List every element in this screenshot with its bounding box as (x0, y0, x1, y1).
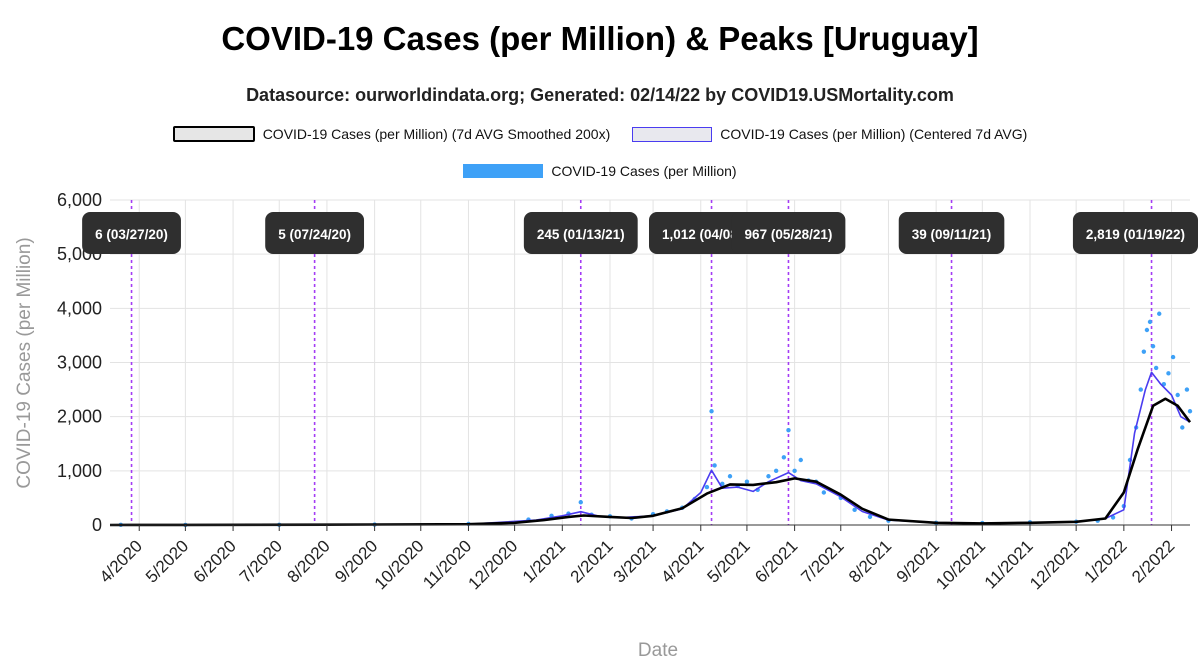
peak-annotation-label: 6 (03/27/20) (95, 227, 168, 242)
x-tick-label: 8/2020 (284, 536, 334, 586)
x-tick-label: 2/2021 (567, 536, 617, 586)
peak-annotation-box (731, 212, 846, 254)
raw-point (1157, 311, 1162, 316)
x-tick-label: 2/2022 (1128, 536, 1178, 586)
x-tick-label: 7/2021 (797, 536, 847, 586)
raw-point (1180, 425, 1185, 430)
raw-point (1141, 349, 1147, 354)
peak-annotation-label: 2,819 (01/19/22) (1086, 227, 1185, 242)
y-tick-label: 4,000 (57, 298, 102, 318)
x-axis-title: Date (638, 640, 678, 661)
peak-annotation-box (898, 212, 1005, 254)
legend-label-avg: COVID-19 Cases (per Million) (Centered 7… (720, 126, 1028, 142)
raw-point (867, 514, 873, 520)
legend-row-1: COVID-19 Cases (per Million) (7d AVG Smo… (0, 126, 1200, 142)
raw-point (1138, 387, 1143, 392)
legend-swatch-avg (632, 126, 713, 142)
y-tick-label: 0 (92, 515, 102, 535)
raw-point (1144, 327, 1150, 333)
peak-annotation-box (1072, 212, 1198, 254)
raw-point (1153, 365, 1159, 371)
x-tick-label: 4/2020 (96, 536, 146, 586)
peak-annotation: 967 (05/28/21) (731, 212, 846, 254)
smoothed-line (109, 397, 1192, 527)
raw-point (1184, 387, 1190, 392)
raw-point (712, 463, 717, 468)
raw-point (704, 484, 710, 490)
legend-swatch-raw (463, 164, 544, 178)
raw-point (766, 474, 771, 479)
legend-label-raw: COVID-19 Cases (per Million) (551, 163, 737, 179)
x-tick-label: 4/2021 (657, 536, 707, 586)
peak-annotation: 6 (03/27/20) (82, 212, 181, 254)
peak-annotation-label: 967 (05/28/21) (745, 227, 833, 242)
x-tick-label: 5/2021 (704, 536, 754, 586)
x-tick-label: 11/2020 (419, 536, 475, 592)
raw-point (852, 507, 857, 513)
chart-title: COVID-19 Cases (per Million) & Peaks [Ur… (221, 20, 979, 57)
x-tick-label: 12/2021 (1026, 536, 1083, 593)
raw-point (1170, 354, 1176, 360)
raw-point (727, 474, 733, 479)
raw-point (1110, 515, 1116, 520)
peak-annotation: 245 (01/13/21) (523, 212, 638, 254)
legend-item-raw[interactable]: COVID-19 Cases (per Million) (463, 163, 737, 179)
x-tick-label: 1/2022 (1080, 536, 1130, 586)
legend-item-smooth[interactable]: COVID-19 Cases (per Million) (7d AVG Smo… (172, 126, 611, 142)
peak-annotation: 39 (09/11/21) (898, 212, 1005, 254)
raw-point (798, 457, 803, 463)
raw-point (1175, 392, 1180, 398)
raw-point (709, 409, 714, 414)
peak-annotation-box (82, 212, 181, 254)
raw-point (1150, 344, 1156, 349)
peak-annotation-label: 5 (07/24/20) (278, 227, 351, 242)
centered-avg-line (109, 371, 1191, 526)
x-tick-label: 10/2021 (932, 536, 989, 593)
legend-item-avg[interactable]: COVID-19 Cases (per Million) (Centered 7… (632, 126, 1027, 142)
x-tick-label: 12/2020 (465, 536, 522, 593)
legend-row-2: COVID-19 Cases (per Million) (0, 163, 1200, 179)
x-tick-label: 5/2020 (142, 536, 192, 586)
x-tick-label: 6/2021 (751, 536, 801, 586)
y-tick-label: 6,000 (57, 190, 102, 210)
raw-point (781, 455, 787, 460)
y-tick-label: 2,000 (57, 407, 102, 427)
peak-annotation: 5 (07/24/20) (265, 212, 365, 254)
legend-swatch-smooth (172, 126, 255, 142)
x-tick-label: 7/2020 (236, 536, 286, 586)
peak-annotation-label: 39 (09/11/21) (912, 227, 992, 242)
y-tick-label: 3,000 (57, 353, 102, 373)
peak-annotation-label: 245 (01/13/21) (537, 227, 625, 242)
x-tick-label: 11/2021 (981, 536, 1037, 592)
x-tick-label: 10/2020 (371, 536, 428, 593)
y-tick-label: 1,000 (57, 461, 102, 481)
raw-point (786, 428, 791, 433)
raw-point (792, 468, 797, 474)
raw-point (744, 479, 750, 484)
x-tick-label: 8/2021 (845, 536, 895, 586)
y-axis-title: COVID-19 Cases (per Million) (14, 237, 35, 488)
raw-point (773, 468, 779, 474)
raw-point (1166, 371, 1171, 376)
raw-point (821, 490, 827, 495)
raw-point (1187, 409, 1193, 414)
raw-point (578, 500, 583, 505)
x-tick-label: 6/2020 (190, 536, 240, 586)
peak-annotation: 2,819 (01/19/22) (1072, 212, 1198, 254)
raw-point (1147, 319, 1153, 325)
legend-label-smooth: COVID-19 Cases (per Million) (7d AVG Smo… (262, 126, 611, 142)
chart-subtitle: Datasource: ourworldindata.org; Generate… (246, 85, 954, 105)
x-tick-label: 3/2021 (610, 536, 660, 586)
x-tick-label: 1/2021 (519, 536, 569, 586)
peak-annotation-box (523, 212, 638, 254)
peak-annotation-box (265, 212, 365, 254)
